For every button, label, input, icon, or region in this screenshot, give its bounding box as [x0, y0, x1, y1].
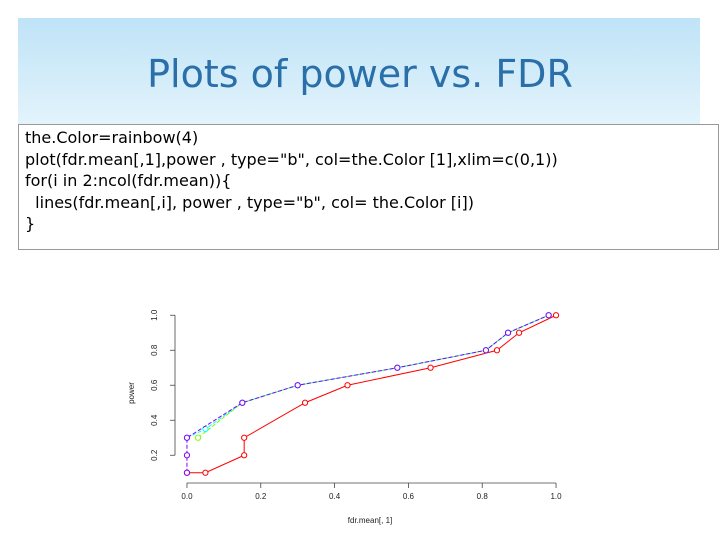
data-point: [545, 312, 552, 319]
code-line: }: [25, 214, 36, 233]
data-point: [239, 399, 246, 406]
y-tick-label: 0.6: [150, 379, 159, 391]
series-line: [197, 314, 549, 439]
data-point: [183, 434, 191, 441]
y-tick-label: 0.8: [150, 344, 159, 356]
data-point: [493, 347, 501, 354]
slide-title: Plots of power vs. FDR: [147, 52, 573, 96]
x-tick-label: 0.4: [329, 492, 341, 501]
x-tick-label: 0.6: [403, 492, 415, 501]
x-tick-label: 0.2: [255, 492, 267, 501]
header-band: [18, 18, 700, 128]
data-point: [183, 469, 191, 476]
x-tick-label: 0.8: [477, 492, 489, 501]
x-tick-label: 1.0: [550, 492, 562, 501]
y-tick-label: 0.2: [150, 449, 159, 461]
series-line: [186, 314, 549, 473]
data-point: [344, 382, 351, 389]
data-point: [241, 452, 248, 459]
code-line: plot(fdr.mean[,1],power , type="b", col=…: [25, 149, 558, 169]
data-point: [394, 364, 401, 371]
y-tick-label: 0.4: [150, 414, 159, 426]
data-point: [427, 364, 434, 371]
data-point: [194, 434, 202, 441]
x-tick-label: 0.0: [181, 492, 193, 501]
y-tick-label: 1.0: [150, 309, 159, 321]
data-point: [552, 312, 560, 319]
data-point: [504, 329, 512, 336]
code-line: for(i in 2:ncol(fdr.mean)){: [25, 171, 232, 190]
x-axis-label: fdr.mean[, 1]: [348, 516, 392, 525]
code-line: the.Color=rainbow(4): [25, 128, 199, 147]
data-point: [241, 434, 248, 441]
series-line: [186, 314, 549, 439]
y-axis-label: power: [127, 382, 136, 404]
data-point: [294, 382, 301, 389]
data-point: [202, 469, 209, 476]
data-point: [183, 452, 191, 459]
code-line: lines(fdr.mean[,i], power , type="b", co…: [25, 192, 474, 212]
series-line: [186, 314, 557, 474]
data-point: [301, 399, 309, 406]
data-point: [482, 347, 490, 354]
data-point: [516, 329, 523, 336]
code-box: the.Color=rainbow(4) plot(fdr.mean[,1],p…: [18, 124, 719, 250]
